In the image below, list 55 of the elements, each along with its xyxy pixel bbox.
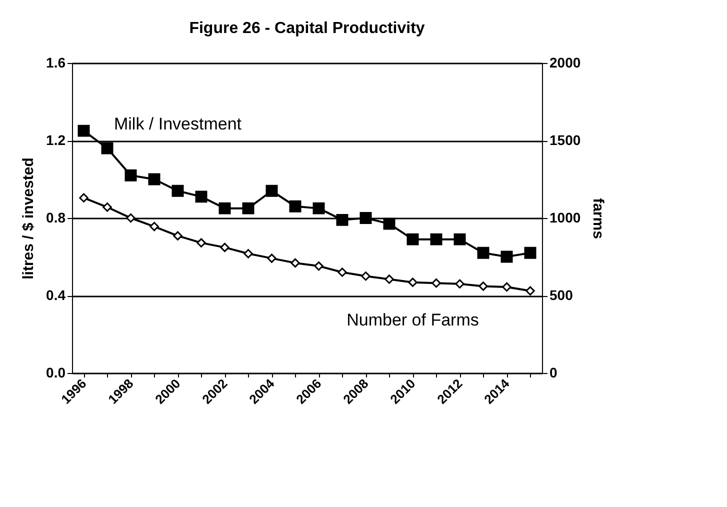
- y2-tick-label: 1000: [550, 210, 581, 226]
- point: [218, 202, 231, 214]
- y-tick-label: 0.8: [46, 210, 66, 226]
- point: [220, 242, 230, 252]
- point: [267, 254, 276, 263]
- point: [150, 222, 159, 232]
- point: [314, 261, 324, 271]
- point: [502, 282, 512, 292]
- point: [432, 278, 441, 288]
- point: [126, 213, 136, 223]
- y-tick-label: 1.2: [46, 132, 66, 148]
- y-tick-label: 0.0: [46, 364, 66, 380]
- y-tick-label: 1.6: [46, 54, 66, 70]
- y-tick-label: 0.4: [46, 287, 66, 303]
- point: [196, 238, 206, 248]
- point: [79, 193, 88, 202]
- y2-tick-label: 1500: [550, 132, 581, 148]
- point: [266, 184, 278, 197]
- point: [173, 231, 182, 240]
- point: [477, 246, 490, 259]
- point: [526, 286, 535, 296]
- point: [242, 202, 254, 214]
- y2-tick-label: 2000: [550, 54, 581, 70]
- point: [148, 173, 160, 186]
- point: [78, 124, 90, 137]
- point: [454, 233, 466, 246]
- point: [336, 214, 348, 226]
- series-label: Number of Farms: [346, 310, 479, 330]
- point: [195, 190, 208, 203]
- point: [290, 258, 300, 268]
- point: [524, 246, 536, 259]
- point: [478, 282, 488, 291]
- point: [500, 250, 513, 263]
- point: [430, 233, 442, 246]
- y2-tick-label: 500: [550, 287, 574, 303]
- point: [289, 200, 302, 212]
- point: [408, 278, 418, 287]
- point: [406, 233, 419, 246]
- point: [360, 212, 372, 224]
- point: [244, 249, 253, 258]
- point: [338, 268, 347, 277]
- y-axis-title: litres / $ invested: [20, 158, 38, 280]
- chart-title: Figure 26 - Capital Productivity: [189, 20, 425, 37]
- point: [312, 202, 325, 214]
- point: [455, 279, 464, 288]
- y2-tick-label: 0: [550, 364, 558, 380]
- point: [361, 272, 370, 281]
- point: [384, 274, 394, 284]
- point: [124, 169, 137, 182]
- y2-axis-title: farms: [590, 198, 607, 239]
- point: [101, 142, 114, 154]
- point: [172, 184, 184, 197]
- point: [383, 218, 396, 230]
- point: [102, 202, 112, 212]
- series-label: Milk / Investment: [114, 114, 242, 134]
